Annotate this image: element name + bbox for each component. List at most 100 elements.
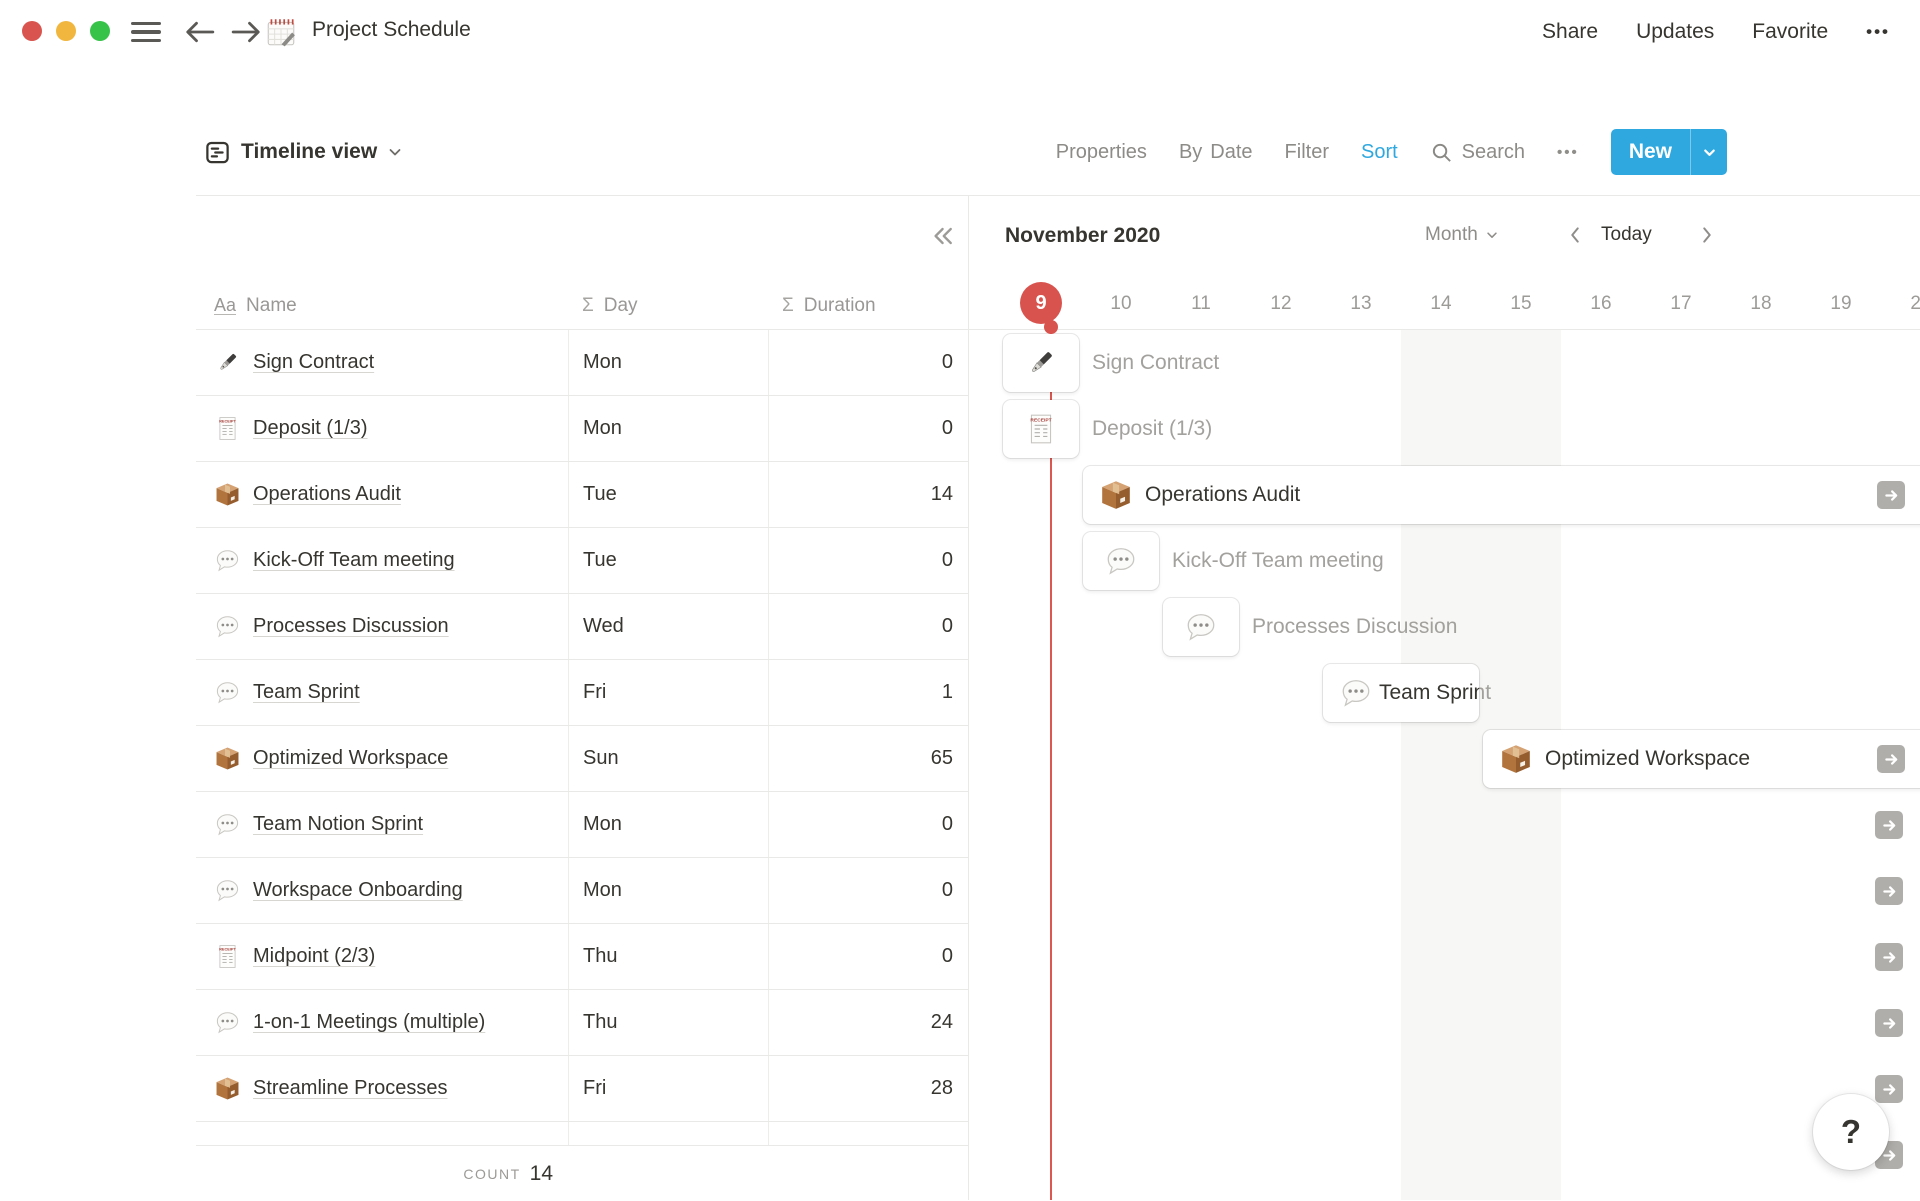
row-title: Team Sprint	[253, 681, 360, 704]
scroll-to-item-button[interactable]	[1875, 811, 1903, 839]
more-options-icon[interactable]: •••	[1866, 22, 1890, 42]
date-label[interactable]: 16	[1561, 293, 1641, 315]
updates-button[interactable]: Updates	[1636, 20, 1714, 44]
row-day-cell[interactable]: Mon	[568, 330, 768, 395]
back-button[interactable]	[182, 18, 218, 46]
package-icon	[1499, 742, 1533, 776]
scroll-to-item-button[interactable]	[1875, 1075, 1903, 1103]
properties-button[interactable]: Properties	[1056, 141, 1147, 164]
row-name-cell[interactable]: 1-on-1 Meetings (multiple)	[196, 990, 568, 1055]
minimize-button[interactable]	[56, 21, 76, 41]
favorite-button[interactable]: Favorite	[1752, 20, 1828, 44]
row-duration-cell[interactable]: 0	[768, 858, 968, 923]
filter-button[interactable]: Filter	[1285, 141, 1329, 164]
row-day-cell[interactable]: Thu	[568, 990, 768, 1055]
date-label[interactable]: 13	[1321, 293, 1401, 315]
row-day-cell[interactable]: Mon	[568, 858, 768, 923]
timeline-item-card[interactable]: Optimized Workspace	[1483, 730, 1920, 788]
row-duration-cell[interactable]: 0	[768, 396, 968, 461]
row-day-cell[interactable]: Tue	[568, 462, 768, 527]
timeline-item-card[interactable]: Team Sprint	[1323, 664, 1479, 722]
row-name-cell[interactable]: Workspace Onboarding	[196, 858, 568, 923]
date-label[interactable]: 15	[1481, 293, 1561, 315]
new-dropdown-button[interactable]	[1691, 129, 1727, 175]
timeline-next-button[interactable]	[1698, 224, 1716, 251]
date-label[interactable]: 20	[1881, 293, 1920, 315]
row-duration-cell[interactable]: 0	[768, 594, 968, 659]
row-day-cell[interactable]: Fri	[568, 660, 768, 725]
row-name-cell[interactable]: Kick-Off Team meeting	[196, 528, 568, 593]
row-name-cell[interactable]: Streamline Processes	[196, 1056, 568, 1121]
timeline-today-button[interactable]: Today	[1601, 224, 1652, 246]
scroll-to-item-button[interactable]	[1877, 481, 1905, 509]
close-button[interactable]	[22, 21, 42, 41]
today-date-badge[interactable]: 9	[1020, 282, 1062, 324]
help-button[interactable]: ?	[1813, 1094, 1889, 1170]
group-by-button[interactable]: By Date	[1179, 141, 1253, 164]
scroll-to-item-button[interactable]	[1877, 745, 1905, 773]
zoom-button[interactable]	[90, 21, 110, 41]
share-button[interactable]: Share	[1542, 20, 1598, 44]
scroll-to-item-button[interactable]	[1875, 943, 1903, 971]
row-duration-cell[interactable]: 14	[768, 462, 968, 527]
row-day-cell[interactable]: Mon	[568, 792, 768, 857]
row-name-cell[interactable]: Optimized Workspace	[196, 726, 568, 791]
row-duration-cell[interactable]: 65	[768, 726, 968, 791]
date-label[interactable]: 12	[1241, 293, 1321, 315]
search-button[interactable]: Search	[1430, 141, 1525, 164]
scroll-to-item-button[interactable]	[1875, 1009, 1903, 1037]
row-name-cell[interactable]: Team Sprint	[196, 660, 568, 725]
collapse-table-button[interactable]	[928, 222, 956, 250]
chevron-down-icon	[387, 144, 403, 160]
row-day-cell[interactable]: Wed	[568, 594, 768, 659]
date-label[interactable]: 19	[1801, 293, 1881, 315]
sort-button[interactable]: Sort	[1361, 141, 1398, 164]
row-duration-cell[interactable]: 1	[768, 660, 968, 725]
column-header-name[interactable]: Aa Name	[196, 295, 568, 317]
timeline-item-card[interactable]	[1083, 532, 1159, 590]
forward-button[interactable]	[228, 18, 264, 46]
row-duration-cell[interactable]: 0	[768, 792, 968, 857]
timeline-item-card[interactable]: RECEIPT	[1003, 400, 1079, 458]
date-label[interactable]: 18	[1721, 293, 1801, 315]
row-name-cell[interactable]: Team Notion Sprint	[196, 792, 568, 857]
today-marker-dot	[1044, 320, 1058, 334]
column-header-duration[interactable]: Σ Duration	[768, 295, 968, 317]
row-duration-cell[interactable]: 0	[768, 330, 968, 395]
timeline-item-card[interactable]	[1163, 598, 1239, 656]
date-label[interactable]: 17	[1641, 293, 1721, 315]
svg-text:RECEIPT: RECEIPT	[1030, 418, 1051, 424]
view-options-icon[interactable]: •••	[1557, 144, 1579, 161]
row-day-cell[interactable]: Sun	[568, 726, 768, 791]
new-button-label[interactable]: New	[1611, 129, 1690, 175]
scroll-to-item-button[interactable]	[1875, 877, 1903, 905]
view-switcher[interactable]: Timeline view	[204, 128, 403, 176]
date-label[interactable]: 10	[1081, 293, 1161, 315]
timeline-item-card[interactable]: Operations Audit	[1083, 466, 1920, 524]
date-label[interactable]: 14	[1401, 293, 1481, 315]
count-aggregate[interactable]: COUNT 14	[196, 1146, 568, 1201]
row-name-cell[interactable]: Processes Discussion	[196, 594, 568, 659]
row-title: Workspace Onboarding	[253, 879, 463, 902]
timeline-item-card[interactable]	[1003, 334, 1079, 392]
row-day-cell[interactable]: Mon	[568, 396, 768, 461]
row-day-cell[interactable]: Tue	[568, 528, 768, 593]
timeline-zoom-select[interactable]: Month	[1425, 224, 1499, 246]
row-day-cell[interactable]: Fri	[568, 1056, 768, 1121]
row-day-cell[interactable]: Thu	[568, 924, 768, 989]
row-duration-cell[interactable]: 0	[768, 924, 968, 989]
row-name-cell[interactable]: Operations Audit	[196, 462, 568, 527]
date-label[interactable]: 11	[1161, 293, 1241, 315]
row-name-cell[interactable]: Sign Contract	[196, 330, 568, 395]
column-label: Day	[604, 295, 638, 317]
sidebar-menu-button[interactable]	[131, 22, 161, 42]
timeline-prev-button[interactable]	[1566, 224, 1584, 251]
row-duration-cell[interactable]: 28	[768, 1056, 968, 1121]
row-duration-cell[interactable]: 24	[768, 990, 968, 1055]
new-button[interactable]: New	[1611, 129, 1727, 175]
row-duration-cell[interactable]: 0	[768, 528, 968, 593]
column-header-day[interactable]: Σ Day	[568, 295, 768, 317]
